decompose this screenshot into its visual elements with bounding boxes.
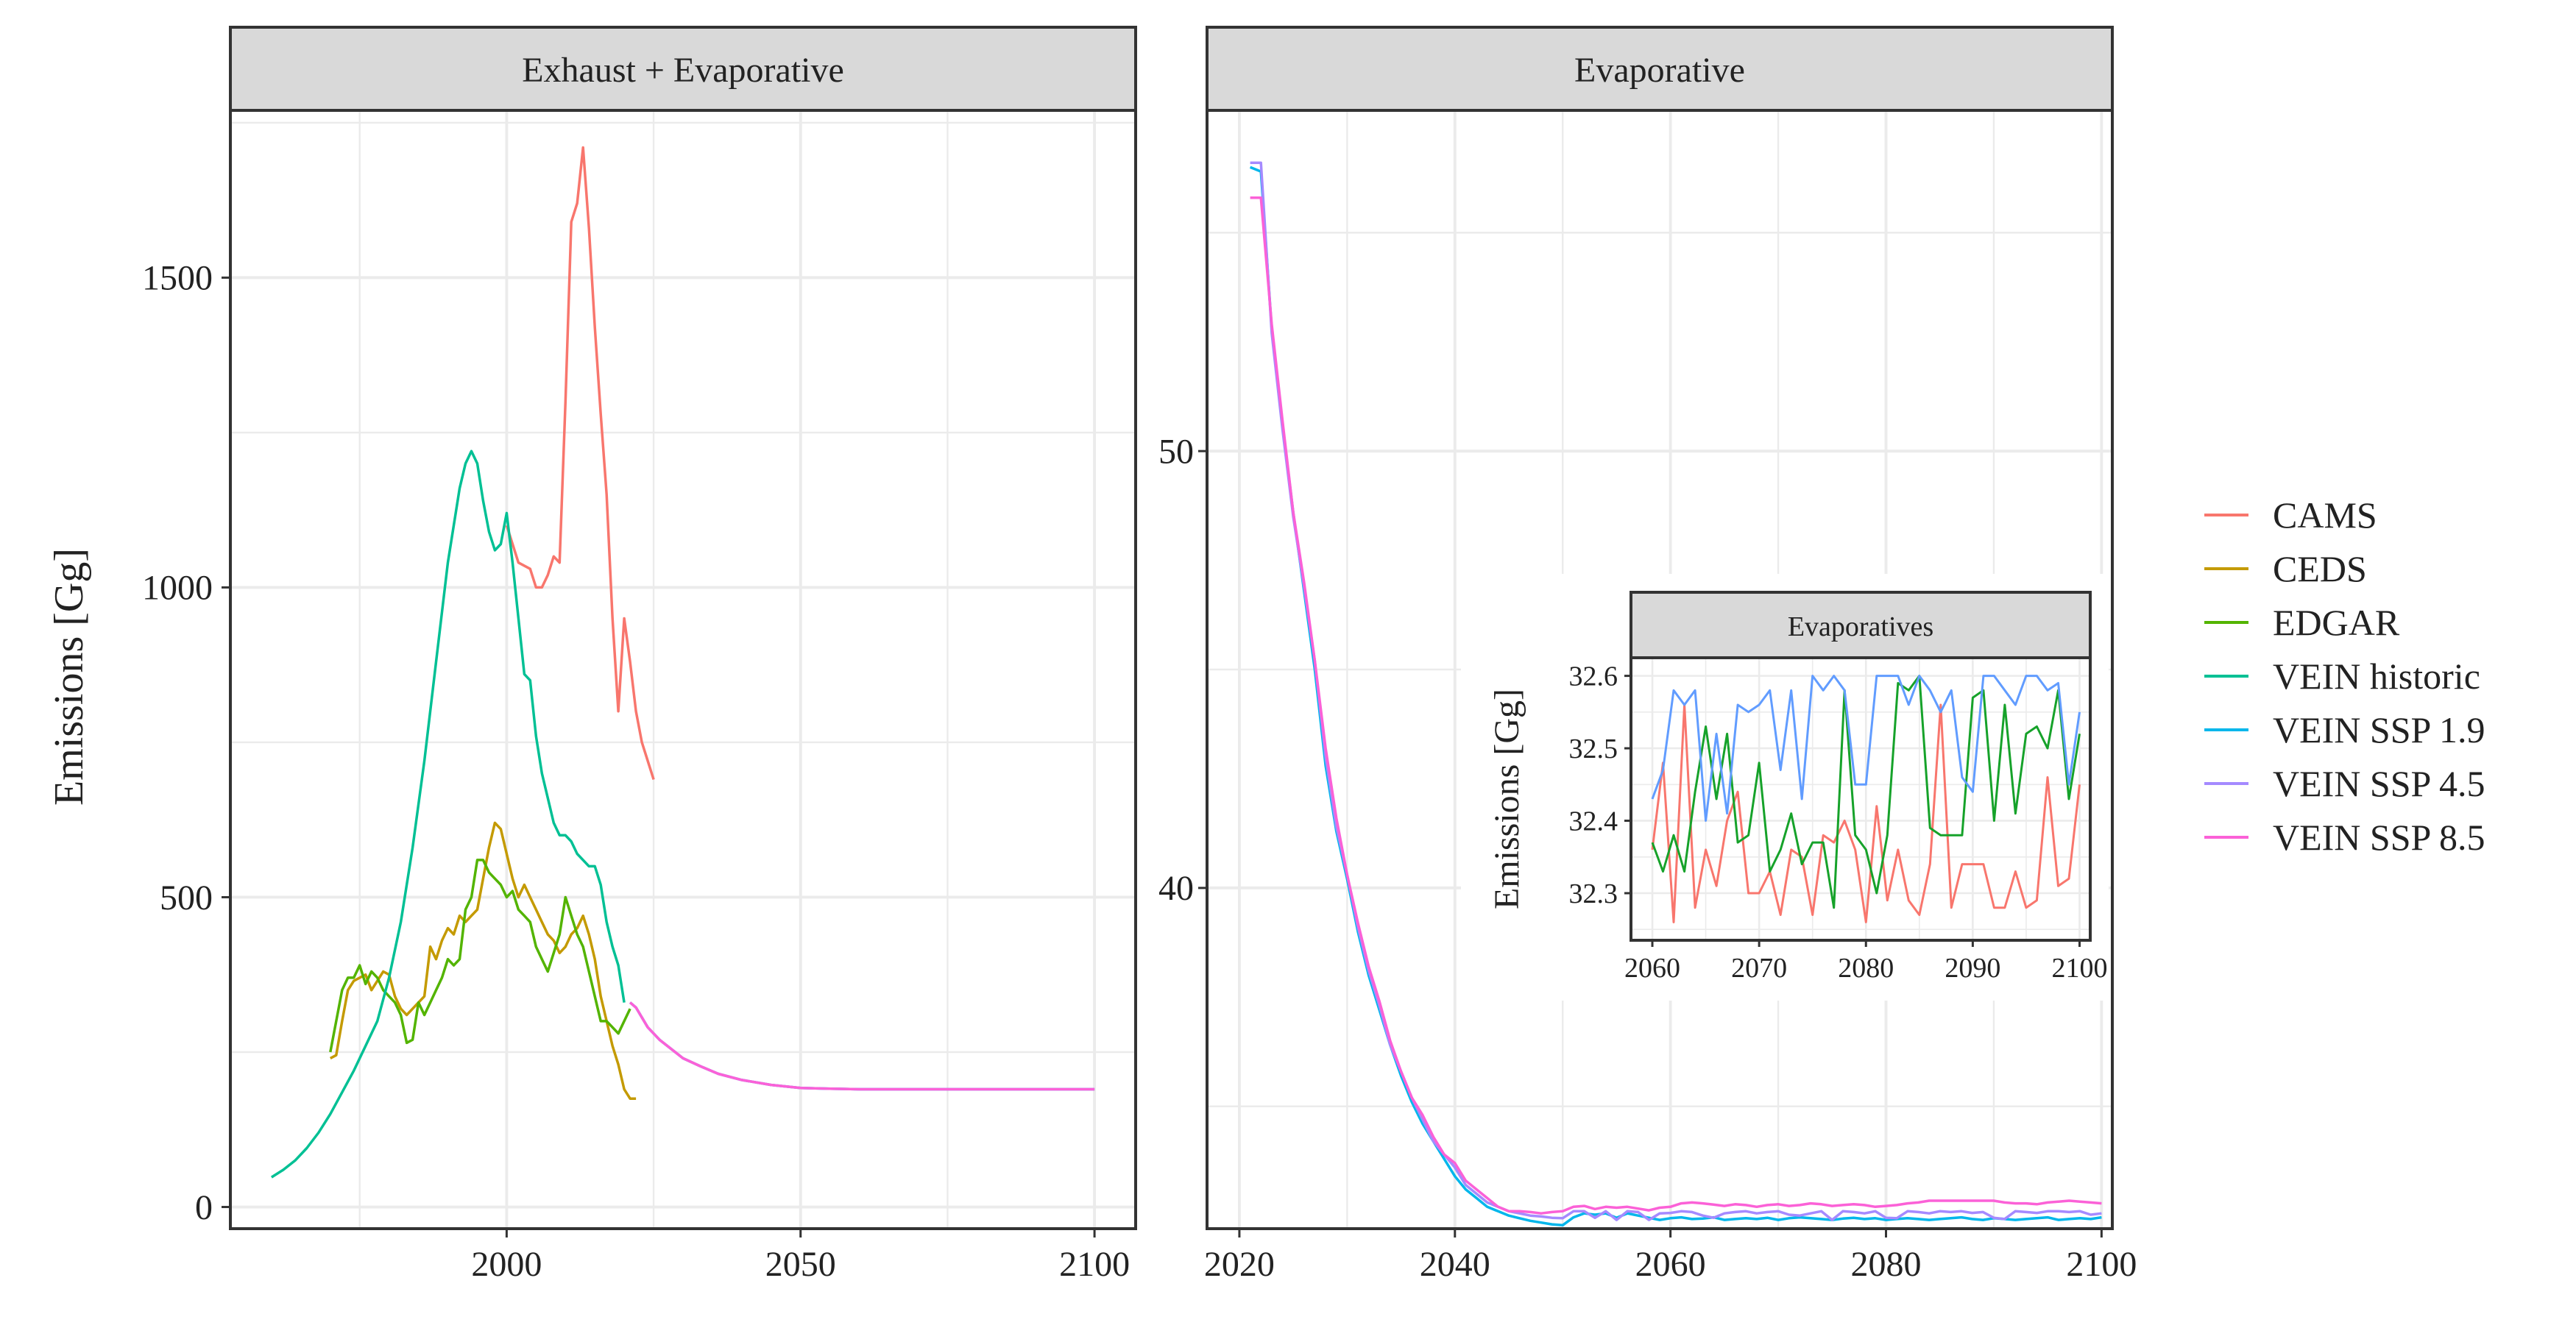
x-tick-label: 2060	[1635, 1245, 1706, 1284]
y-tick-label: 40	[1158, 869, 1194, 908]
inset-axes: 2060 2070 2080 2090 2100 32.3 32.4 32.5 32.6	[1569, 661, 2108, 984]
panel1-strip	[229, 26, 1137, 112]
y-tick-label: 32.6	[1569, 661, 1618, 692]
panel1-grid	[230, 110, 1136, 1229]
x-tick-label: 2080	[1838, 953, 1894, 984]
legend-label: EDGAR	[2273, 602, 2400, 643]
panel2-series	[1249, 161, 2102, 1227]
x-tick-label: 2100	[2066, 1245, 2137, 1284]
x-tick-label: 2100	[1059, 1245, 1130, 1284]
inset-strip	[1630, 591, 2092, 659]
panel2-border	[1206, 109, 2114, 1230]
x-tick-label: 2040	[1420, 1245, 1490, 1284]
legend-label: VEIN SSP 1.9	[2273, 709, 2485, 750]
x-tick-label: 2100	[2051, 953, 2107, 984]
series-line-vein-ssp-8-5	[1250, 196, 2102, 1215]
x-tick-label: 2090	[1945, 953, 2000, 984]
legend-label: VEIN historic	[2273, 656, 2480, 697]
inset-plot-area	[1631, 658, 2090, 940]
panel2-axes: 2020 2040 2060 2080 2100 40 50	[1158, 432, 2137, 1284]
series-line-edgar	[1651, 675, 2081, 909]
x-tick-label: 2050	[765, 1245, 836, 1284]
inset-series	[1651, 675, 2081, 923]
y-tick-label: 1000	[142, 569, 213, 608]
series-line-vein-ssp-8-5	[629, 1001, 1095, 1091]
panel2-strip	[1206, 26, 2114, 112]
y-tick-label: 1500	[142, 259, 213, 298]
legend-item-cams: CAMS	[2204, 494, 2377, 536]
legend-item-vein-ssp-1-9: VEIN SSP 1.9	[2204, 709, 2485, 750]
inset-border	[1630, 656, 2092, 942]
inset-grid	[1631, 658, 2090, 940]
series-line-vein-historic	[270, 450, 626, 1179]
legend-item-edgar: EDGAR	[2204, 602, 2400, 643]
series-line-cams	[505, 146, 655, 781]
x-tick-label: 2060	[1624, 953, 1680, 984]
panel1-axes: 2000 2050 2100 0 500 1000 1500	[142, 259, 1130, 1284]
inset-y-axis-label: Emissions [Gg]	[1487, 689, 1526, 909]
legend-label: CEDS	[2273, 548, 2367, 589]
y-tick-label: 32.4	[1569, 806, 1618, 837]
y-tick-label: 32.3	[1569, 878, 1618, 909]
panel1-title: Exhaust + Evaporative	[522, 51, 844, 90]
panel-exhaust-evaporative: Exhaust + Evaporative 2000 2050 2100 0 500 10…	[142, 26, 1137, 1284]
x-tick-label: 2080	[1851, 1245, 1922, 1284]
legend-item-ceds: CEDS	[2204, 548, 2367, 589]
legend-item-vein-historic: VEIN historic	[2204, 656, 2480, 697]
x-tick-label: 2070	[1731, 953, 1787, 984]
series-line-ceds	[329, 821, 637, 1100]
panel1-plot-area	[230, 110, 1136, 1229]
legend-label: CAMS	[2273, 494, 2377, 536]
series-line-edgar	[329, 859, 631, 1053]
legend: CAMS CEDS EDGAR VEIN historic VEIN SSP 1.9 VE…	[2204, 494, 2485, 858]
inset-evaporatives: Evaporatives 2060 2070 2080 2090 2100 32.3 32.…	[1461, 574, 2109, 1001]
legend-item-vein-ssp-8-5: VEIN SSP 8.5	[2204, 817, 2485, 858]
legend-label: VEIN SSP 8.5	[2273, 817, 2485, 858]
panel2-title: Evaporative	[1574, 51, 1745, 90]
panel1-series	[270, 146, 1095, 1179]
y-axis-label: Emissions [Gg]	[46, 548, 92, 806]
inset-title: Evaporatives	[1788, 611, 1933, 642]
series-line-cams	[1651, 703, 2081, 923]
x-tick-label: 2000	[471, 1245, 542, 1284]
y-tick-label: 0	[195, 1188, 213, 1227]
y-tick-label: 32.5	[1569, 734, 1618, 764]
series-line-vein-ssp-4-5	[1651, 675, 2081, 822]
x-tick-label: 2020	[1204, 1245, 1275, 1284]
legend-label: VEIN SSP 4.5	[2273, 763, 2485, 804]
y-tick-label: 500	[160, 878, 213, 917]
legend-item-vein-ssp-4-5: VEIN SSP 4.5	[2204, 763, 2485, 804]
y-tick-label: 50	[1158, 432, 1194, 471]
panel1-border	[229, 109, 1137, 1230]
